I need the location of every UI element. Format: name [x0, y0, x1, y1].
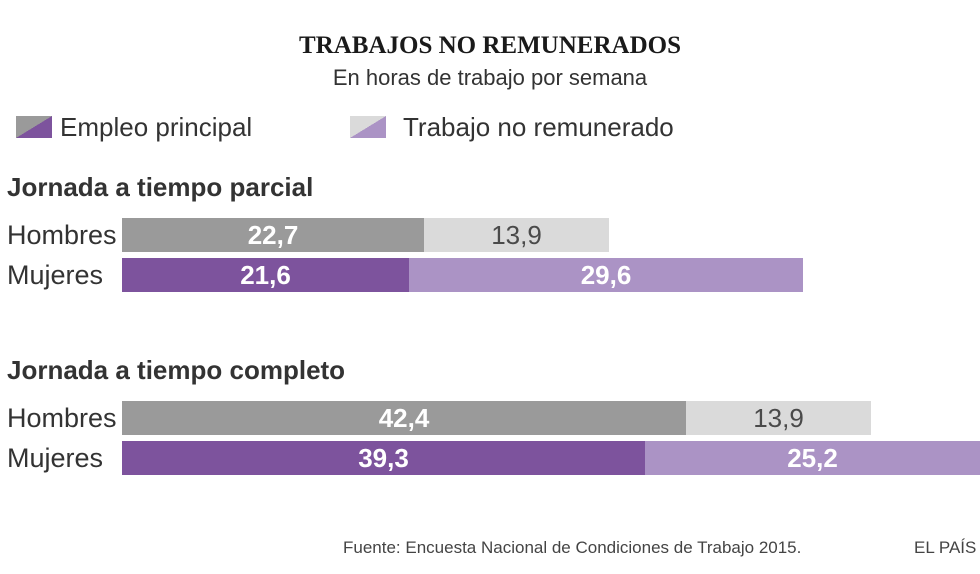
value-label: 25,2	[787, 443, 838, 473]
bar-track: 42,4 13,9	[122, 401, 980, 435]
bar-row-hombres: Hombres 42,4 13,9	[0, 401, 980, 435]
legend-item-empleo-principal: Empleo principal	[16, 112, 252, 142]
bar-mujeres-trabajo-no-remunerado: 29,6	[409, 258, 803, 292]
legend-label: Empleo principal	[60, 112, 253, 142]
bar-mujeres-empleo-principal: 21,6	[122, 258, 409, 292]
value-label: 39,3	[358, 443, 409, 473]
row-label-mujeres: Mujeres	[7, 260, 104, 290]
value-label: 13,9	[753, 403, 804, 433]
row-label-hombres: Hombres	[7, 220, 117, 250]
brand-logo: EL PAÍS	[914, 538, 977, 557]
legend-item-trabajo-no-remunerado: Trabajo no remunerado	[350, 112, 674, 142]
value-label: 13,9	[491, 220, 542, 250]
row-label-mujeres: Mujeres	[7, 443, 104, 473]
panel-title: Jornada a tiempo parcial	[7, 172, 314, 202]
bar-mujeres-trabajo-no-remunerado: 25,2	[645, 441, 980, 475]
row-label-hombres: Hombres	[7, 403, 117, 433]
source-note: Fuente: Encuesta Nacional de Condiciones…	[343, 538, 802, 557]
bar-row-hombres: Hombres 22,7 13,9	[0, 218, 980, 252]
chart-title: TRABAJOS NO REMUNERADOS	[299, 32, 681, 59]
bar-track: 21,6 29,6	[122, 258, 980, 292]
value-label: 22,7	[247, 220, 299, 250]
bar-hombres-trabajo-no-remunerado: 13,9	[424, 218, 609, 252]
legend-label: Trabajo no remunerado	[403, 112, 674, 142]
chart-subtitle: En horas de trabajo por semana	[332, 65, 648, 90]
bar-row-mujeres: Mujeres 39,3 25,2	[0, 441, 980, 475]
bar-hombres-empleo-principal: 42,4	[122, 401, 686, 435]
bar-mujeres-empleo-principal: 39,3	[122, 441, 645, 475]
panel-jornada-completa: Jornada a tiempo completo Hombres 42,4 13,…	[0, 355, 980, 485]
value-label: 21,6	[240, 260, 291, 290]
bar-row-mujeres: Mujeres 21,6 29,6	[0, 258, 980, 292]
bar-hombres-empleo-principal: 22,7	[122, 218, 424, 252]
value-label: 29,6	[580, 260, 632, 290]
value-label: 42,4	[378, 403, 430, 433]
bar-hombres-trabajo-no-remunerado: 13,9	[686, 401, 871, 435]
legend-swatch	[16, 116, 52, 138]
bar-track: 22,7 13,9	[122, 218, 980, 252]
legend-swatch	[350, 116, 386, 138]
panel-jornada-parcial: Jornada a tiempo parcial Hombres 22,7 13,9…	[0, 172, 980, 302]
bar-track: 39,3 25,2	[122, 441, 980, 475]
panel-title: Jornada a tiempo completo	[7, 355, 346, 385]
